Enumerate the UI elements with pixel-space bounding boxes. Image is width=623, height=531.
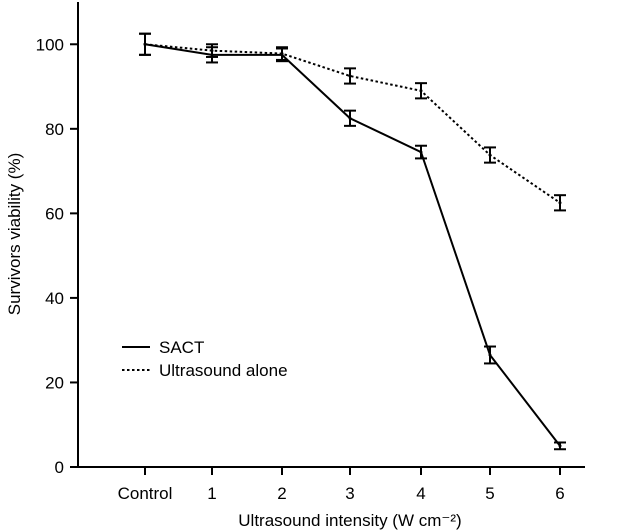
x-tick-label: 6 [555, 484, 564, 503]
y-tick-label: 100 [36, 35, 64, 54]
y-axis-label: Survivors viability (%) [5, 153, 24, 315]
data-point [143, 42, 147, 46]
data-point [210, 49, 214, 53]
x-tick-label: Control [118, 484, 173, 503]
series-line-sact [144, 43, 561, 447]
series-ultrasound-alone [139, 32, 566, 212]
x-tick-label: 3 [345, 484, 354, 503]
y-tick-label: 40 [45, 289, 64, 308]
data-point [558, 201, 562, 205]
series-layer [139, 32, 566, 451]
data-point [419, 150, 423, 154]
data-point [488, 153, 492, 157]
legend-label-ultrasound-alone: Ultrasound alone [159, 361, 288, 380]
axes [77, 2, 585, 468]
x-ticks: Control 1 2 3 4 5 6 [118, 467, 565, 503]
data-point [348, 116, 352, 120]
x-tick-label: 4 [416, 484, 425, 503]
data-point [419, 89, 423, 93]
x-tick-label: 1 [207, 484, 216, 503]
y-tick-label: 80 [45, 120, 64, 139]
y-tick-label: 60 [45, 204, 64, 223]
series-sact [139, 32, 566, 451]
legend: SACT Ultrasound alone [122, 338, 288, 380]
legend-item-ultrasound-alone: Ultrasound alone [122, 361, 288, 380]
legend-label-sact: SACT [159, 338, 204, 357]
data-point [558, 444, 562, 448]
data-point [280, 52, 284, 56]
x-tick-label: 5 [485, 484, 494, 503]
y-tick-label: 20 [45, 373, 64, 392]
data-point [348, 74, 352, 78]
y-tick-label: 0 [55, 458, 64, 477]
x-tick-label: 2 [277, 484, 286, 503]
legend-item-sact: SACT [122, 338, 204, 357]
x-axis-label: Ultrasound intensity (W cm⁻²) [238, 511, 461, 530]
y-ticks: 0 20 40 60 80 100 [36, 35, 78, 477]
data-point [488, 353, 492, 357]
